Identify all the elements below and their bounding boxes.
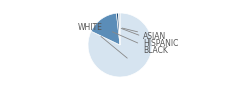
Text: ASIAN: ASIAN: [122, 28, 166, 40]
Text: HISPANIC: HISPANIC: [121, 28, 178, 48]
Wedge shape: [88, 13, 152, 77]
Text: WHITE: WHITE: [78, 23, 127, 58]
Wedge shape: [91, 13, 120, 45]
Wedge shape: [119, 13, 120, 45]
Text: BLACK: BLACK: [112, 32, 168, 55]
Wedge shape: [116, 13, 120, 45]
